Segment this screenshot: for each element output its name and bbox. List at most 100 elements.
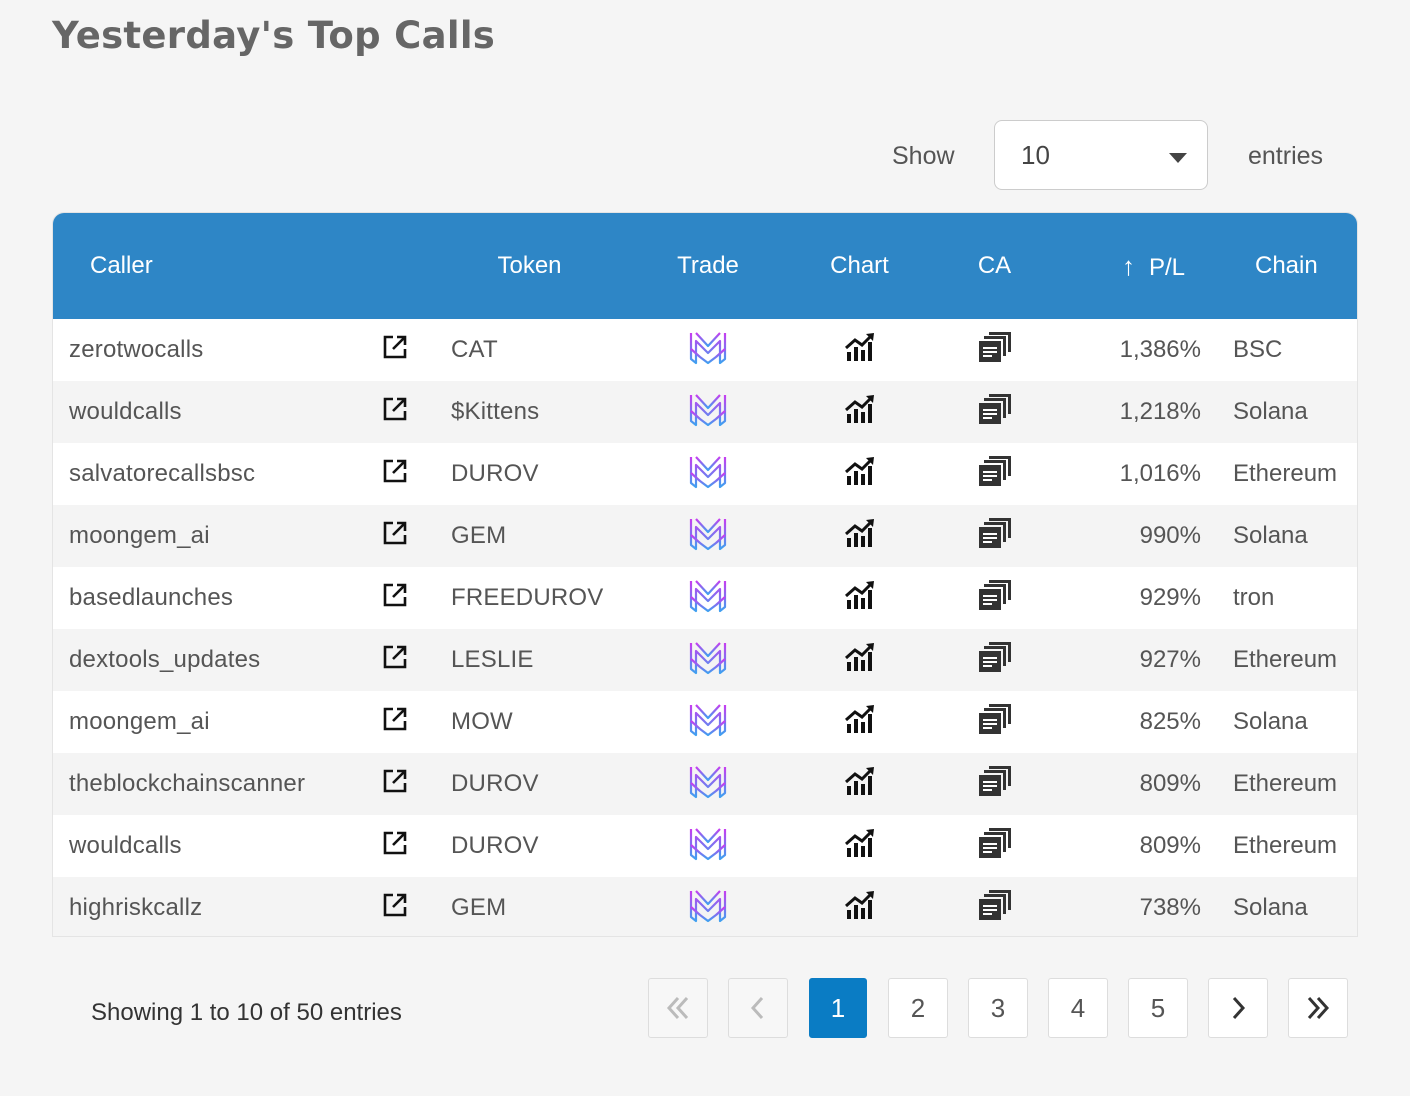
chart-icon[interactable] xyxy=(844,766,876,803)
pl-cell: 825% xyxy=(1139,708,1201,735)
caller-cell: salvatorecallsbsc xyxy=(69,460,256,487)
calls-table-container: Caller Token Trade Chart CA ↑ P/L Chain z… xyxy=(52,212,1358,937)
token-cell: MOW xyxy=(451,708,513,735)
trade-logo-icon[interactable] xyxy=(688,329,728,372)
table-row: zerotwocalls CAT 1,386% BSC xyxy=(53,319,1357,381)
chart-icon[interactable] xyxy=(844,828,876,865)
copy-icon[interactable] xyxy=(978,765,1012,804)
next-page-button[interactable] xyxy=(1208,978,1268,1038)
calls-table: Caller Token Trade Chart CA ↑ P/L Chain z… xyxy=(53,213,1357,936)
token-cell: $Kittens xyxy=(451,398,540,425)
copy-icon[interactable] xyxy=(978,889,1012,928)
external-link-icon[interactable] xyxy=(382,458,408,491)
external-link-icon[interactable] xyxy=(382,644,408,677)
table-row: salvatorecallsbsc DUROV 1,016% Ethereum xyxy=(53,443,1357,505)
pl-cell: 1,016% xyxy=(1119,460,1201,487)
trade-logo-icon[interactable] xyxy=(688,639,728,682)
chain-cell: Ethereum xyxy=(1233,646,1338,673)
copy-icon[interactable] xyxy=(978,393,1012,432)
chevron-right-icon xyxy=(1232,996,1246,1020)
copy-icon[interactable] xyxy=(978,579,1012,618)
chart-icon[interactable] xyxy=(844,394,876,431)
trade-logo-icon[interactable] xyxy=(688,825,728,868)
chain-cell: Solana xyxy=(1233,398,1308,425)
previous-page-button[interactable] xyxy=(728,978,788,1038)
caller-cell: moongem_ai xyxy=(69,708,210,735)
external-link-icon[interactable] xyxy=(382,582,408,615)
column-header-trade[interactable]: Trade xyxy=(677,252,739,279)
copy-icon[interactable] xyxy=(978,455,1012,494)
entries-select-value: 10 xyxy=(1021,139,1050,170)
column-header-chain[interactable]: Chain xyxy=(1255,252,1318,279)
show-label: Show xyxy=(892,141,955,170)
column-header-token[interactable]: Token xyxy=(497,252,562,279)
chart-icon[interactable] xyxy=(844,456,876,493)
caller-cell: zerotwocalls xyxy=(69,336,204,363)
chart-icon[interactable] xyxy=(844,580,876,617)
trade-logo-icon[interactable] xyxy=(688,453,728,496)
external-link-icon[interactable] xyxy=(382,830,408,863)
pl-cell: 1,386% xyxy=(1119,336,1201,363)
external-link-icon[interactable] xyxy=(382,892,408,925)
trade-logo-icon[interactable] xyxy=(688,515,728,558)
caller-cell: wouldcalls xyxy=(69,398,182,425)
trade-logo-icon[interactable] xyxy=(688,701,728,744)
external-link-icon[interactable] xyxy=(382,334,408,367)
pl-cell: 990% xyxy=(1139,522,1201,549)
table-body: zerotwocalls CAT 1,386% BSC wouldcalls $Kitte… xyxy=(53,319,1357,936)
caller-cell: moongem_ai xyxy=(69,522,210,549)
chart-icon[interactable] xyxy=(844,704,876,741)
caret-down-icon xyxy=(1169,153,1187,163)
column-header-ca[interactable]: CA xyxy=(977,252,1012,279)
column-header-caller[interactable]: Caller xyxy=(90,252,153,279)
table-row: dextools_updates LESLIE 927% Ethereum xyxy=(53,629,1357,691)
copy-icon[interactable] xyxy=(978,641,1012,680)
pl-cell: 809% xyxy=(1139,770,1201,797)
page-button-5[interactable]: 5 xyxy=(1128,978,1188,1038)
copy-icon[interactable] xyxy=(978,827,1012,866)
token-cell: FREEDUROV xyxy=(451,584,604,611)
caller-cell: theblockchainscanner xyxy=(69,770,306,797)
column-header-chart[interactable]: Chart xyxy=(830,252,889,279)
copy-icon[interactable] xyxy=(978,703,1012,742)
token-cell: GEM xyxy=(451,522,507,549)
table-row: theblockchainscanner DUROV 809% Ethereum xyxy=(53,753,1357,815)
pl-cell: 738% xyxy=(1139,894,1201,921)
token-cell: DUROV xyxy=(451,460,539,487)
last-page-button[interactable] xyxy=(1288,978,1348,1038)
page-button-1[interactable]: 1 xyxy=(809,978,867,1038)
external-link-icon[interactable] xyxy=(382,396,408,429)
first-page-button[interactable] xyxy=(648,978,708,1038)
table-row: basedlaunches FREEDUROV 929% tron xyxy=(53,567,1357,629)
chart-icon[interactable] xyxy=(844,642,876,679)
trade-logo-icon[interactable] xyxy=(688,577,728,620)
table-row: wouldcalls $Kittens 1,218% Solana xyxy=(53,381,1357,443)
table-row: moongem_ai GEM 990% Solana xyxy=(53,505,1357,567)
page-button-2[interactable]: 2 xyxy=(888,978,948,1038)
chart-icon[interactable] xyxy=(844,332,876,369)
chain-cell: tron xyxy=(1233,584,1275,611)
chain-cell: Solana xyxy=(1233,522,1308,549)
token-cell: DUROV xyxy=(451,770,539,797)
pl-cell: 1,218% xyxy=(1119,398,1201,425)
entries-select[interactable]: 10 xyxy=(994,120,1208,190)
chart-icon[interactable] xyxy=(844,518,876,555)
external-link-icon[interactable] xyxy=(382,706,408,739)
external-link-icon[interactable] xyxy=(382,768,408,801)
trade-logo-icon[interactable] xyxy=(688,763,728,806)
token-cell: GEM xyxy=(451,894,507,921)
column-header-pl-label: P/L xyxy=(1148,253,1185,281)
copy-icon[interactable] xyxy=(978,517,1012,556)
page-button-4[interactable]: 4 xyxy=(1048,978,1108,1038)
caller-cell: highriskcallz xyxy=(69,894,203,921)
column-header-pl[interactable]: ↑ P/L xyxy=(1062,213,1219,319)
pl-cell: 927% xyxy=(1139,646,1201,673)
trade-logo-icon[interactable] xyxy=(688,887,728,930)
trade-logo-icon[interactable] xyxy=(688,391,728,434)
caller-cell: basedlaunches xyxy=(69,584,234,611)
entries-length-control: Show 10 entries xyxy=(892,120,1352,192)
external-link-icon[interactable] xyxy=(382,520,408,553)
chart-icon[interactable] xyxy=(844,890,876,927)
page-button-3[interactable]: 3 xyxy=(968,978,1028,1038)
copy-icon[interactable] xyxy=(978,331,1012,370)
